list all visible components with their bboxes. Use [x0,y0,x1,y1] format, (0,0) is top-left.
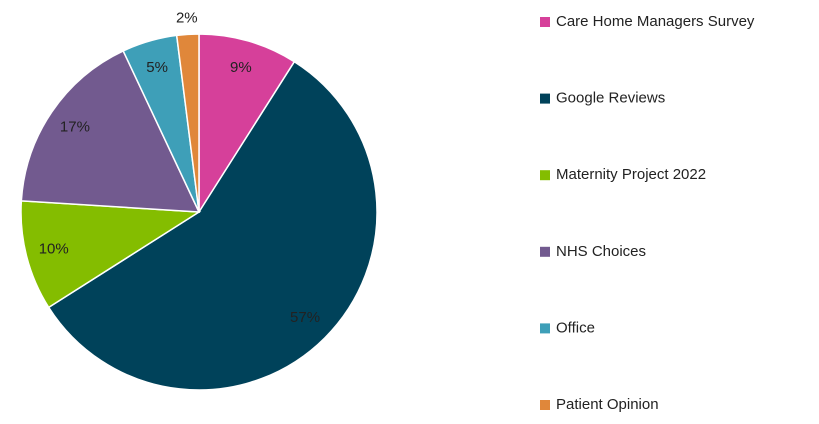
data-label: 57% [290,309,320,326]
legend-label: Maternity Project 2022 [556,166,706,183]
data-label: 10% [39,240,69,257]
legend-swatch [540,246,550,257]
legend-label: Patient Opinion [556,396,659,413]
legend-swatch [540,170,550,181]
pie-slice [20,49,201,213]
data-label: 17% [60,119,90,136]
pie-slice [47,60,378,391]
legend-swatch [540,323,550,334]
legend-label: Office [556,319,595,336]
data-label: 2% [176,9,198,26]
legend-swatch [540,93,550,104]
legend-label: NHS Choices [556,243,646,260]
data-label: 9% [230,59,252,76]
legend-swatch [540,17,550,27]
pie-slice [175,33,200,213]
pie-slice [20,200,202,309]
pie-slice [198,33,296,215]
legend-label: Care Home Managers Survey [556,13,755,30]
legend-label: Google Reviews [556,90,665,107]
data-label: 5% [146,59,168,76]
legend-swatch [540,400,550,410]
